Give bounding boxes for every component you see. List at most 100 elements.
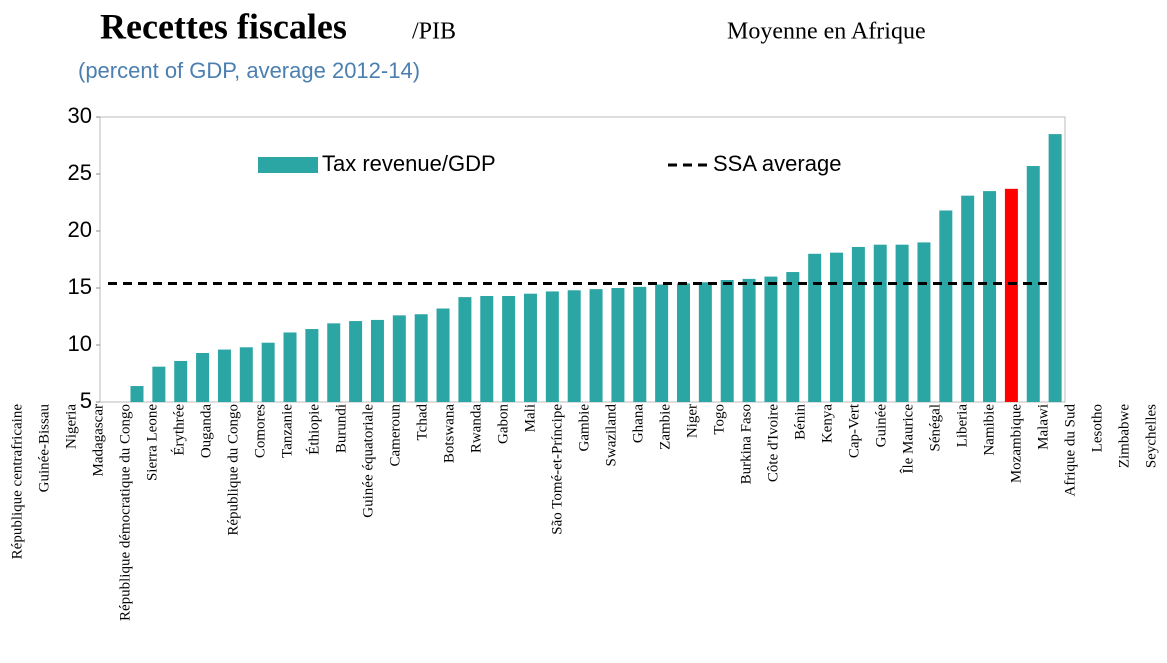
chart-title: Recettes fiscales	[100, 6, 347, 46]
bar	[939, 210, 953, 402]
legend-swatch	[258, 157, 318, 173]
annotation: Moyenne en Afrique	[727, 19, 926, 45]
x-tick-label: Madagascar	[90, 404, 106, 476]
x-tick-label: Érythrée	[170, 404, 187, 456]
x-tick-label: Ghana	[630, 404, 646, 443]
x-tick-label: Gabon	[495, 404, 511, 444]
bar	[217, 349, 231, 402]
bar	[851, 246, 865, 402]
x-tick-label: Namibie	[981, 404, 997, 456]
bar	[720, 280, 734, 402]
bar	[436, 308, 450, 402]
x-tick-label: Botswana	[441, 404, 457, 464]
x-tick-label: République démocratique du Congo	[117, 404, 133, 621]
x-tick-label: République centrafricaine	[9, 404, 25, 560]
bar	[830, 252, 844, 402]
bar	[152, 366, 166, 402]
bar	[589, 289, 603, 402]
x-tick-label: Mozambique	[1008, 404, 1024, 483]
x-tick-label: Burkina Faso	[738, 404, 754, 484]
chart-subtitle: (percent of GDP, average 2012-14)	[78, 58, 420, 83]
bar	[567, 290, 581, 402]
bar	[305, 329, 319, 402]
x-tick-label: Liberia	[954, 404, 970, 448]
y-tick-label: 30	[68, 103, 92, 128]
x-tick-label: Guinée-Bissau	[36, 404, 52, 493]
y-tick-label: 25	[68, 160, 92, 185]
x-tick-label: São Tomé-et-Príncipe	[549, 404, 565, 535]
x-tick-label: Burundi	[333, 404, 349, 453]
y-tick-label: 15	[68, 274, 92, 299]
x-tick-label: Sénégal	[927, 404, 943, 451]
bar	[742, 278, 756, 402]
bar	[458, 297, 472, 402]
x-tick-label: Zambie	[657, 404, 673, 450]
x-tick-label: Zimbabwe	[1116, 404, 1132, 468]
x-tick-label: Tchad	[414, 404, 430, 441]
bar	[1026, 166, 1040, 402]
bar	[261, 342, 275, 402]
bar	[873, 244, 887, 402]
bar	[480, 295, 494, 402]
bar	[764, 276, 778, 402]
bar	[983, 191, 997, 402]
bar	[545, 291, 559, 402]
y-tick-label: 20	[68, 217, 92, 242]
x-tick-label: Rwanda	[468, 404, 484, 453]
legend-label: Tax revenue/GDP	[322, 151, 496, 176]
x-tick-label: Cameroun	[387, 404, 403, 467]
x-tick-label: Kenya	[819, 404, 835, 443]
x-tick-label: Seychelles	[1143, 404, 1159, 468]
x-tick-label: Guinée équatoriale	[360, 404, 376, 518]
bar	[414, 314, 428, 402]
bar	[239, 347, 253, 402]
bar	[611, 288, 625, 402]
chart-title-suffix: /PIB	[412, 19, 456, 45]
plot-frame	[99, 116, 1066, 403]
bar	[808, 253, 822, 402]
y-tick-label: 10	[68, 331, 92, 356]
bar	[349, 321, 363, 402]
x-tick-label: Sierra Leone	[144, 404, 160, 481]
bar	[392, 315, 406, 402]
bar	[961, 195, 975, 402]
bar	[523, 293, 537, 402]
x-tick-label: Bénin	[792, 404, 808, 440]
bar	[1048, 134, 1062, 402]
bar	[130, 386, 144, 402]
bar	[633, 286, 647, 402]
bar	[327, 323, 341, 402]
x-tick-label: Togo	[711, 404, 727, 435]
x-tick-label: Afrique du Sud	[1062, 404, 1078, 497]
bar	[502, 295, 516, 402]
bar	[677, 283, 690, 402]
x-tick-label: Niger	[684, 404, 700, 438]
bar	[370, 319, 384, 402]
y-tick-label: 5	[80, 388, 92, 413]
x-tick-label: Côte d'Ivoire	[765, 404, 781, 482]
x-tick-label: République du Congo	[225, 404, 241, 536]
legend-label: SSA average	[713, 151, 841, 176]
bar	[196, 352, 210, 402]
x-tick-label: Cap-Vert	[846, 403, 862, 458]
x-tick-label: Comores	[252, 404, 268, 458]
bar	[1004, 188, 1018, 402]
x-tick-label: Nigeria	[63, 404, 79, 449]
x-tick-label: Lesotho	[1089, 404, 1105, 452]
bar	[917, 242, 931, 402]
x-tick-label: Swaziland	[603, 404, 619, 467]
x-tick-label: Ouganda	[198, 404, 214, 458]
bar	[174, 360, 188, 402]
bar	[655, 284, 669, 402]
x-tick-label: Éthiopie	[305, 404, 322, 455]
bar	[283, 332, 297, 402]
x-tick-label: Mali	[522, 404, 538, 432]
x-tick-label: Guinée	[873, 404, 889, 448]
x-tick-label: Gambie	[576, 404, 592, 452]
bar	[895, 244, 909, 402]
x-tick-label: Île Maurice	[899, 404, 916, 474]
bar	[786, 272, 800, 402]
x-tick-label: Tanzanie	[279, 404, 295, 458]
x-tick-label: Malawi	[1035, 404, 1051, 450]
